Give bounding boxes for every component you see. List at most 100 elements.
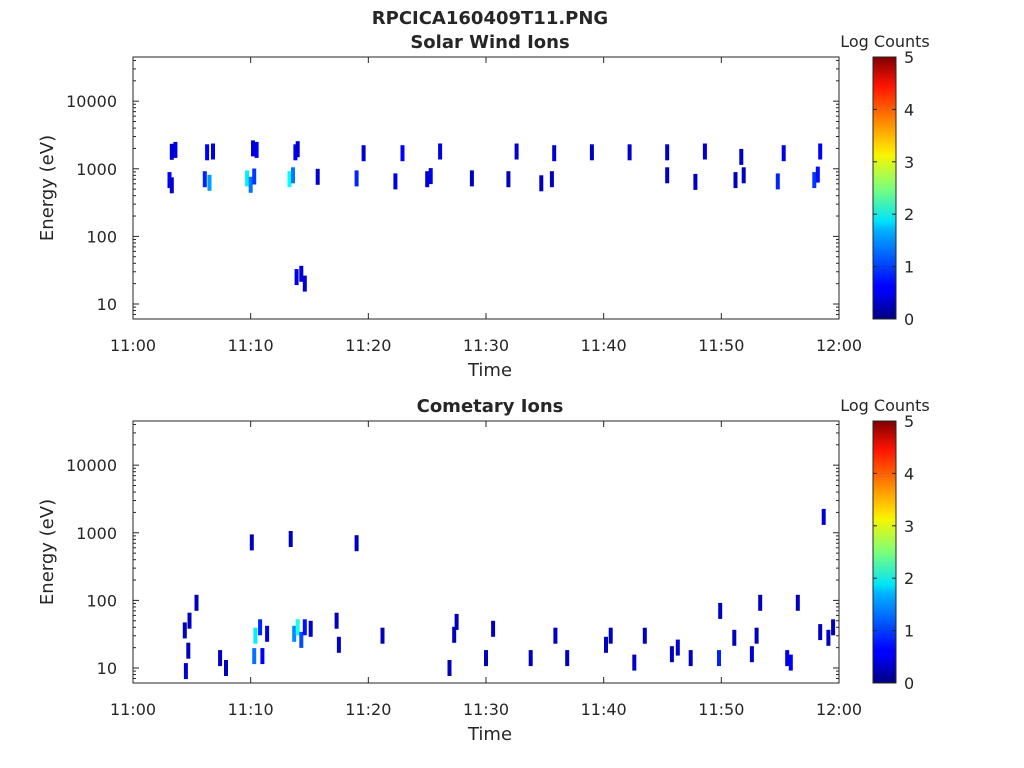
data-cell — [469, 170, 474, 187]
data-cell — [632, 654, 637, 671]
data-cell — [665, 167, 670, 184]
data-cell — [245, 170, 250, 187]
data-cell — [224, 660, 228, 676]
y-axis-label: Energy (eV) — [37, 499, 58, 605]
colorbar-tick-label: 3 — [904, 153, 914, 172]
x-tick-label: 12:00 — [816, 700, 862, 719]
y-tick-label: 1000 — [76, 160, 117, 179]
y-tick-label: 1000 — [76, 524, 117, 543]
y-ticks: 10 100 1000 10000 — [66, 59, 839, 320]
data-cell — [428, 168, 433, 185]
cometary-marks — [182, 508, 836, 680]
y-ticks: 10 100 1000 10000 — [66, 423, 839, 684]
colorbar-label: Log Counts — [840, 396, 930, 415]
data-cell — [292, 625, 297, 642]
data-cell — [831, 619, 836, 636]
data-cell — [288, 531, 293, 547]
y-tick-label: 10 — [97, 295, 117, 314]
y-tick-label: 100 — [86, 227, 117, 246]
x-tick-label: 11:20 — [345, 336, 391, 355]
data-cell — [207, 174, 212, 191]
data-cell — [642, 627, 647, 644]
data-cell — [669, 646, 674, 663]
data-cell — [826, 629, 831, 646]
data-cell — [167, 172, 172, 189]
colorbar-tick-label: 4 — [904, 464, 914, 483]
data-cell — [400, 145, 405, 162]
colorbar-ticks: 0 1 2 3 4 5 — [873, 412, 914, 693]
data-cell — [302, 619, 307, 636]
x-tick-label: 11:10 — [228, 700, 274, 719]
colorbar-tick-label: 0 — [904, 674, 914, 693]
data-cell — [781, 145, 786, 162]
data-cell — [252, 648, 257, 665]
data-cell — [299, 265, 304, 282]
data-cell — [354, 170, 359, 187]
data-cell — [749, 646, 754, 663]
data-cell — [693, 173, 698, 190]
colorbar-tick-label: 1 — [904, 258, 914, 277]
data-cell — [254, 141, 259, 158]
y-tick-label: 10000 — [66, 456, 117, 475]
data-cell — [733, 172, 738, 189]
data-cell — [308, 620, 313, 637]
data-cell — [218, 650, 223, 667]
data-cell — [252, 168, 257, 185]
data-cell — [454, 613, 459, 630]
x-tick-label: 11:10 — [228, 336, 274, 355]
data-cell — [758, 594, 763, 611]
x-tick-label: 11:00 — [110, 700, 156, 719]
data-cell — [812, 172, 817, 189]
data-cell — [665, 144, 670, 161]
data-cell — [202, 171, 207, 188]
data-cell — [688, 650, 693, 667]
colorbar-ticks: 0 1 2 3 4 5 — [873, 48, 914, 329]
x-tick-label: 12:00 — [816, 336, 862, 355]
solar-wind-marks — [167, 140, 823, 292]
data-cell — [818, 624, 823, 641]
colorbar-tick-label: 2 — [904, 205, 914, 224]
cometary-panel: Cometary Ions 11:00 11:10 11:20 11:30 11:40 1… — [37, 396, 930, 745]
data-cell — [553, 627, 558, 644]
data-cell — [187, 612, 192, 629]
data-cell — [815, 166, 820, 183]
y-tick-label: 10 — [97, 659, 117, 678]
x-tick-label: 11:00 — [110, 336, 156, 355]
x-axis-label: Time — [467, 724, 512, 745]
x-tick-label: 11:50 — [698, 700, 744, 719]
data-cell — [299, 631, 304, 648]
data-cell — [205, 144, 210, 161]
data-cell — [491, 620, 496, 637]
data-cell — [425, 171, 430, 188]
data-cell — [741, 167, 746, 184]
x-ticks: 11:00 11:10 11:20 11:30 11:40 11:50 12:00 — [110, 57, 862, 355]
data-cell — [785, 650, 790, 667]
data-cell — [291, 167, 295, 184]
data-cell — [173, 141, 178, 158]
x-tick-label: 11:40 — [581, 700, 627, 719]
x-ticks: 11:00 11:10 11:20 11:30 11:40 11:50 12:00 — [110, 421, 862, 719]
data-cell — [294, 269, 299, 286]
data-cell — [287, 171, 292, 188]
figure-title: RPCICA160409T11.PNG — [372, 8, 608, 29]
data-cell — [775, 173, 780, 190]
data-cell — [604, 636, 608, 653]
data-cell — [821, 508, 826, 525]
data-cell — [717, 650, 721, 667]
data-cell — [265, 625, 270, 642]
x-axis-label: Time — [467, 360, 512, 381]
data-cell — [702, 143, 707, 160]
data-cell — [182, 622, 187, 639]
data-cell — [249, 534, 254, 551]
data-cell — [169, 143, 174, 160]
colorbar-tick-label: 3 — [904, 517, 914, 536]
data-cell — [754, 627, 759, 644]
data-cell — [627, 144, 632, 161]
data-cell — [248, 176, 253, 193]
data-cell — [438, 143, 443, 160]
data-cell — [258, 619, 263, 636]
data-cell — [169, 177, 174, 194]
x-tick-label: 11:40 — [581, 336, 627, 355]
data-cell — [484, 650, 488, 667]
